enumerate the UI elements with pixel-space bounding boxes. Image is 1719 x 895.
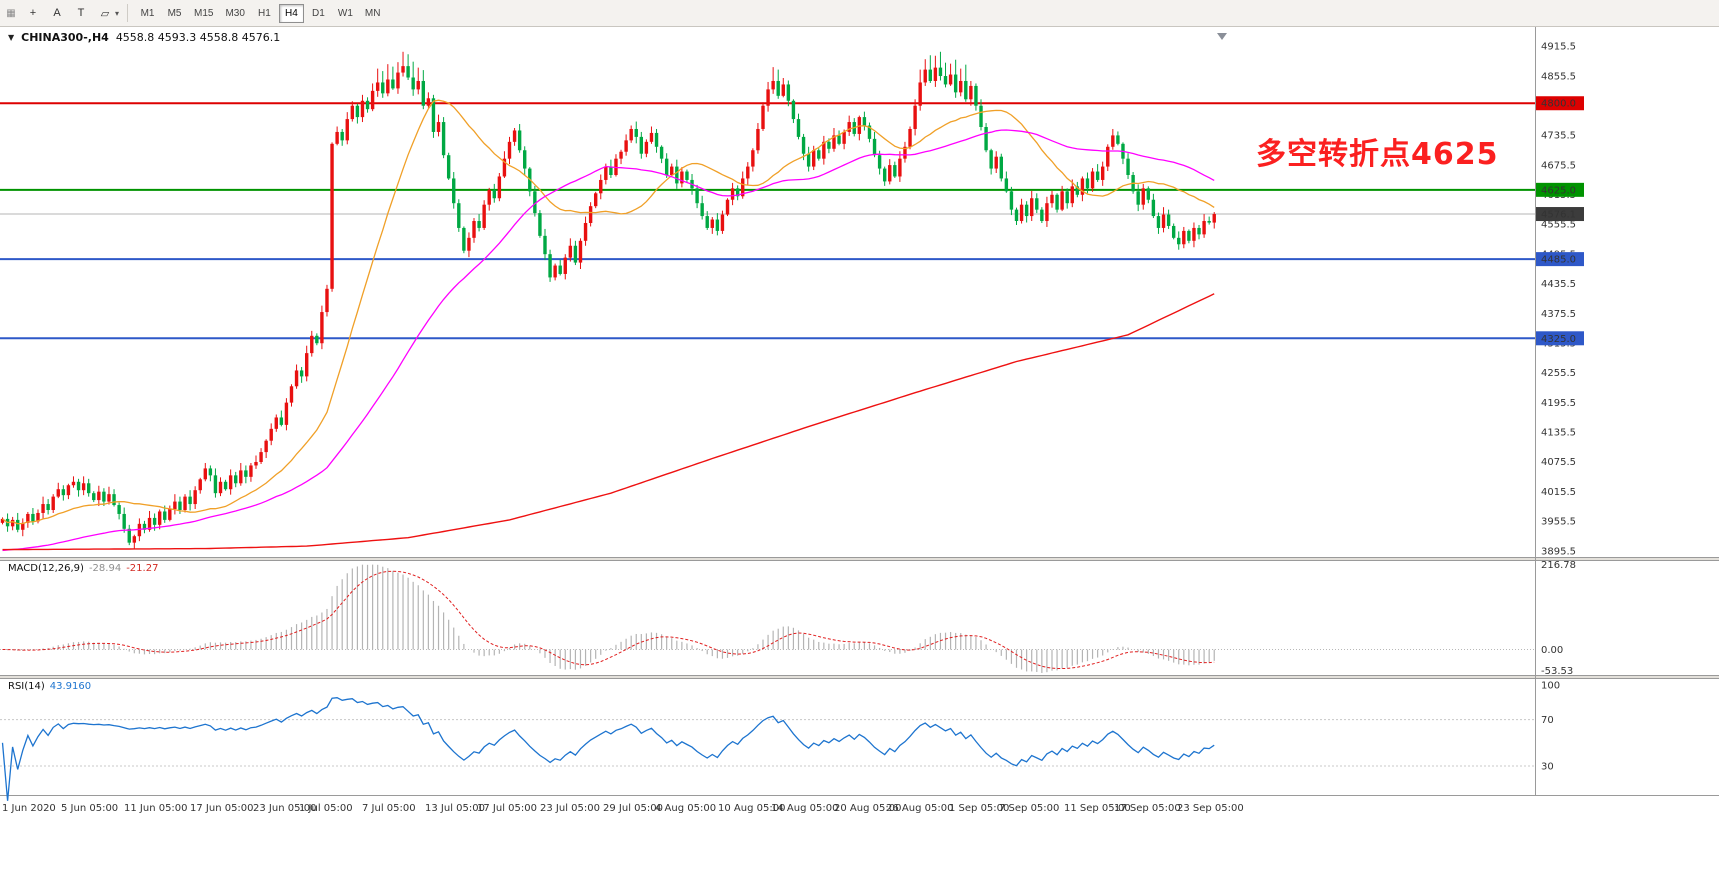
dropdown-caret-icon[interactable]: ▾ [115, 8, 120, 18]
symbol-dropdown-icon[interactable]: ▼ [8, 33, 15, 42]
svg-text:4800.0: 4800.0 [1541, 99, 1576, 110]
svg-text:4435.5: 4435.5 [1541, 279, 1576, 290]
svg-text:30: 30 [1541, 762, 1554, 773]
macd-panel: 216.78 0.00 -53.53 [0, 560, 1576, 677]
drawing-tools-group: + A T ▱ ▾ [21, 3, 121, 24]
rsi-value: 43.9160 [49, 681, 92, 692]
separator-macd-rsi[interactable] [0, 675, 1719, 679]
rsi-line [1, 697, 1215, 801]
macd-value-main: -28.94 [88, 563, 122, 574]
svg-text:70: 70 [1541, 715, 1554, 726]
macd-label: MACD(12,26,9) -28.94 -21.27 [8, 563, 158, 574]
current-price-badge [1536, 207, 1584, 222]
crosshair-tool-icon[interactable]: + [22, 3, 44, 24]
svg-text:4375.5: 4375.5 [1541, 309, 1576, 320]
chart-canvas[interactable]: 4915.54855.54795.54735.54675.54615.54555… [0, 27, 1719, 895]
time-label: 1 Jul 05:00 [299, 803, 353, 814]
svg-text:4075.5: 4075.5 [1541, 457, 1576, 468]
text-box-tool-icon[interactable]: T [70, 3, 92, 24]
time-label: 4 Aug 05:00 [655, 803, 716, 814]
time-label: 1 Sep 05:00 [949, 803, 1009, 814]
time-label: 7 Jul 05:00 [362, 803, 416, 814]
candles-layer [0, 51, 1216, 550]
time-label: 13 Jul 05:00 [425, 803, 485, 814]
svg-text:4195.5: 4195.5 [1541, 398, 1576, 409]
text-label-tool-icon[interactable]: A [46, 3, 68, 24]
time-label: 11 Jun 05:00 [124, 803, 188, 814]
toolbar-grip-icon[interactable]: ▦ [6, 7, 16, 19]
timeframe-M5[interactable]: M5 [162, 4, 187, 23]
svg-text:4735.5: 4735.5 [1541, 131, 1576, 142]
annotation-text: 多空转折点4625 [1256, 137, 1499, 172]
time-label: 1 Jun 2020 [2, 803, 56, 814]
time-label: 23 Jul 05:00 [540, 803, 600, 814]
time-label: 14 Aug 05:00 [771, 803, 838, 814]
toolbar: ▦ + A T ▱ ▾ M1 M5 M15 M30 H1 H4 D1 W1 MN [0, 0, 1719, 27]
svg-text:4485.0: 4485.0 [1541, 255, 1576, 266]
ma-long-line [2, 293, 1215, 551]
ma-fast-line [2, 99, 1215, 525]
chart-shift-marker[interactable] [1217, 33, 1227, 40]
time-label: 17 Jun 05:00 [190, 803, 254, 814]
svg-text:4576.1: 4576.1 [1541, 210, 1576, 221]
time-label: 23 Jun 05:00 [253, 803, 317, 814]
time-label: 17 Jul 05:00 [477, 803, 537, 814]
price-badge-4800.0 [1536, 96, 1584, 111]
time-label: 20 Aug 05:00 [834, 803, 901, 814]
rsi-label: RSI(14) 43.9160 [8, 681, 91, 692]
svg-text:4015.5: 4015.5 [1541, 487, 1576, 498]
timeframe-H1[interactable]: H1 [252, 4, 277, 23]
time-label: 17 Sep 05:00 [1114, 803, 1181, 814]
time-label: 5 Jun 05:00 [61, 803, 118, 814]
time-label: 11 Sep 05:00 [1064, 803, 1131, 814]
time-label: 10 Aug 05:00 [718, 803, 785, 814]
svg-text:-53.53: -53.53 [1541, 666, 1573, 677]
svg-text:3895.5: 3895.5 [1541, 546, 1576, 557]
svg-text:4325.0: 4325.0 [1541, 334, 1576, 345]
price-axis[interactable]: 4915.54855.54795.54735.54675.54615.54555… [1536, 42, 1584, 558]
svg-text:4555.5: 4555.5 [1541, 220, 1576, 231]
timeframe-M15[interactable]: M15 [189, 4, 218, 23]
chart-title: ▼ CHINA300-,H4 4558.8 4593.3 4558.8 4576… [8, 31, 280, 44]
ohlc-values: 4558.8 4593.3 4558.8 4576.1 [115, 31, 281, 44]
timeframe-MN[interactable]: MN [360, 4, 386, 23]
rsi-panel: 100 70 30 [0, 680, 1560, 801]
chart-area[interactable]: 4915.54855.54795.54735.54675.54615.54555… [0, 27, 1719, 895]
svg-text:3955.5: 3955.5 [1541, 517, 1576, 528]
time-label: 26 Aug 05:00 [886, 803, 953, 814]
timeframe-D1[interactable]: D1 [306, 4, 331, 23]
svg-text:4675.5: 4675.5 [1541, 160, 1576, 171]
toolbar-separator [127, 4, 129, 22]
time-label: 29 Jul 05:00 [603, 803, 663, 814]
svg-text:4855.5: 4855.5 [1541, 71, 1576, 82]
separator-main-macd[interactable] [0, 557, 1719, 561]
rsi-name: RSI(14) [8, 681, 45, 692]
timeframe-M1[interactable]: M1 [135, 4, 160, 23]
symbol-timeframe-label: CHINA300-,H4 [21, 31, 109, 44]
time-label: 7 Sep 05:00 [999, 803, 1059, 814]
svg-text:4135.5: 4135.5 [1541, 428, 1576, 439]
svg-text:216.78: 216.78 [1541, 560, 1576, 571]
timeframes-group: M1 M5 M15 M30 H1 H4 D1 W1 MN [134, 3, 386, 23]
timeframe-W1[interactable]: W1 [333, 4, 358, 23]
timeframe-M30[interactable]: M30 [220, 4, 249, 23]
time-label: 23 Sep 05:00 [1177, 803, 1244, 814]
svg-text:4915.5: 4915.5 [1541, 42, 1576, 53]
price-badge-4325.0 [1536, 331, 1584, 346]
price-badge-4625.0 [1536, 182, 1584, 197]
ma-slow-line [2, 129, 1215, 552]
svg-text:100: 100 [1541, 680, 1560, 691]
svg-text:0.00: 0.00 [1541, 645, 1563, 656]
macd-name: MACD(12,26,9) [8, 563, 84, 574]
svg-text:4625.0: 4625.0 [1541, 185, 1576, 196]
panel-borders[interactable] [0, 27, 1719, 796]
price-badge-4485.0 [1536, 252, 1584, 267]
svg-text:4255.5: 4255.5 [1541, 368, 1576, 379]
shapes-tool-icon[interactable]: ▱ [94, 3, 116, 24]
macd-value-signal: -21.27 [126, 563, 159, 574]
time-axis[interactable]: 1 Jun 2020 5 Jun 05:00 11 Jun 05:00 17 Jun … [2, 803, 1244, 814]
timeframe-H4[interactable]: H4 [278, 3, 304, 23]
macd-signal-line [2, 570, 1215, 669]
